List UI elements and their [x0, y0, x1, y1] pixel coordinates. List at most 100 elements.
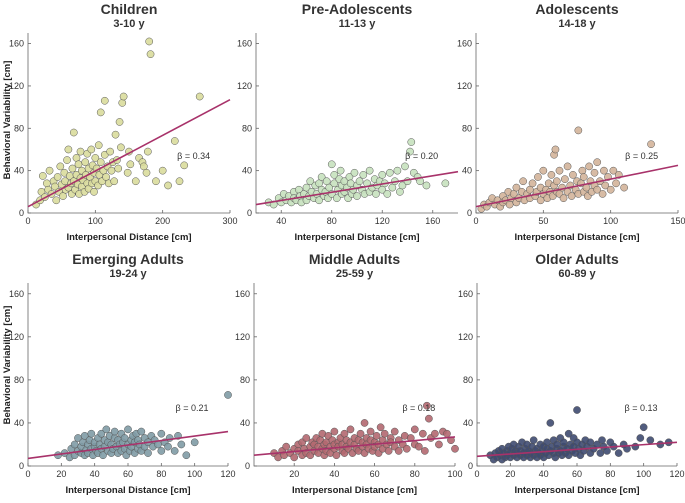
- data-point: [340, 429, 349, 438]
- y-tick-label: 120: [458, 332, 473, 342]
- data-point: [600, 166, 608, 175]
- data-point: [68, 164, 77, 173]
- data-point: [157, 429, 166, 438]
- data-point: [91, 154, 100, 162]
- data-point: [360, 419, 369, 427]
- data-point: [99, 451, 107, 460]
- data-point: [551, 145, 560, 154]
- data-point: [365, 166, 374, 175]
- x-tick-label: 0: [25, 469, 30, 479]
- data-point: [146, 50, 155, 59]
- data-point: [327, 160, 336, 169]
- data-point: [421, 447, 429, 455]
- y-tick-label: 0: [245, 461, 250, 471]
- x-tick-label: 80: [410, 469, 420, 479]
- x-tick-label: 100: [447, 469, 462, 479]
- x-tick-label: 40: [276, 216, 286, 226]
- data-point: [418, 429, 427, 438]
- data-point: [606, 185, 615, 194]
- data-point: [390, 427, 399, 436]
- x-tick-label: 60: [123, 469, 133, 479]
- y-tick-label: 40: [14, 166, 24, 176]
- data-point: [398, 181, 407, 190]
- data-point: [190, 438, 199, 447]
- panel-subtitle: 3-10 y: [113, 18, 145, 30]
- data-point: [401, 162, 409, 171]
- data-point: [564, 429, 573, 438]
- data-point: [195, 92, 204, 101]
- data-point: [574, 126, 583, 135]
- panel-title: Emerging Adults: [72, 251, 184, 267]
- data-point: [620, 183, 628, 192]
- data-point: [157, 447, 166, 455]
- x-tick-label: 40: [539, 469, 549, 479]
- data-point: [422, 181, 431, 190]
- data-point: [423, 401, 431, 410]
- data-point: [117, 143, 125, 152]
- panel-subtitle: 60-89 y: [558, 268, 596, 280]
- data-point: [224, 391, 232, 399]
- data-point: [646, 436, 655, 445]
- data-point: [330, 179, 339, 188]
- x-axis-label: Interpersonal Distance [cm]: [66, 232, 191, 243]
- y-tick-label: 120: [9, 332, 24, 342]
- x-tick-label: 100: [88, 216, 103, 226]
- data-point: [346, 425, 355, 434]
- data-point: [631, 442, 640, 451]
- y-tick-label: 160: [9, 289, 24, 299]
- data-point: [45, 166, 54, 175]
- data-point: [175, 177, 184, 186]
- data-point: [52, 196, 61, 205]
- y-tick-label: 0: [247, 208, 252, 218]
- data-point: [546, 419, 555, 427]
- data-point: [63, 156, 71, 164]
- y-tick-label: 80: [14, 375, 24, 385]
- x-tick-label: 0: [25, 216, 30, 226]
- data-point: [394, 447, 403, 455]
- data-point: [509, 190, 518, 198]
- x-tick-label: 150: [670, 216, 685, 226]
- y-tick-label: 0: [467, 208, 472, 218]
- data-point: [441, 179, 450, 188]
- data-point: [593, 185, 602, 194]
- y-tick-label: 0: [468, 461, 473, 471]
- data-point: [145, 37, 154, 46]
- panel-subtitle: 19-24 y: [109, 268, 147, 280]
- y-tick-label: 160: [237, 39, 252, 49]
- y-tick-label: 80: [463, 375, 473, 385]
- data-point: [164, 442, 172, 451]
- data-point: [70, 440, 79, 449]
- data-point: [182, 451, 191, 460]
- x-tick-label: 20: [289, 469, 299, 479]
- data-point: [38, 172, 47, 180]
- data-point: [425, 414, 433, 423]
- x-tick-label: 120: [220, 469, 235, 479]
- data-point: [120, 434, 129, 442]
- data-point: [170, 137, 179, 145]
- y-tick-label: 160: [235, 289, 250, 299]
- x-tick-label: 50: [538, 216, 548, 226]
- panel-5: 0 40 80 120 160 0 20 40 60 80 100 120 Older Adults60…: [458, 251, 685, 496]
- data-point: [69, 128, 78, 137]
- data-point: [393, 166, 402, 175]
- x-tick-label: 60: [370, 469, 380, 479]
- data-point: [553, 440, 561, 449]
- data-point: [96, 158, 105, 167]
- data-point: [614, 449, 623, 457]
- data-point: [111, 130, 120, 139]
- x-axis-label: Interpersonal Distance [cm]: [514, 232, 639, 243]
- data-point: [315, 196, 323, 205]
- data-point: [170, 447, 179, 455]
- x-tick-label: 100: [603, 216, 618, 226]
- beta-annotation: β = 0.18: [402, 403, 435, 413]
- data-point: [158, 166, 167, 175]
- data-point: [81, 158, 90, 167]
- data-point: [383, 190, 392, 198]
- regression-line: [475, 164, 679, 208]
- data-point: [107, 166, 116, 175]
- data-point: [505, 200, 514, 209]
- regression-line: [255, 170, 459, 206]
- data-point: [97, 429, 106, 438]
